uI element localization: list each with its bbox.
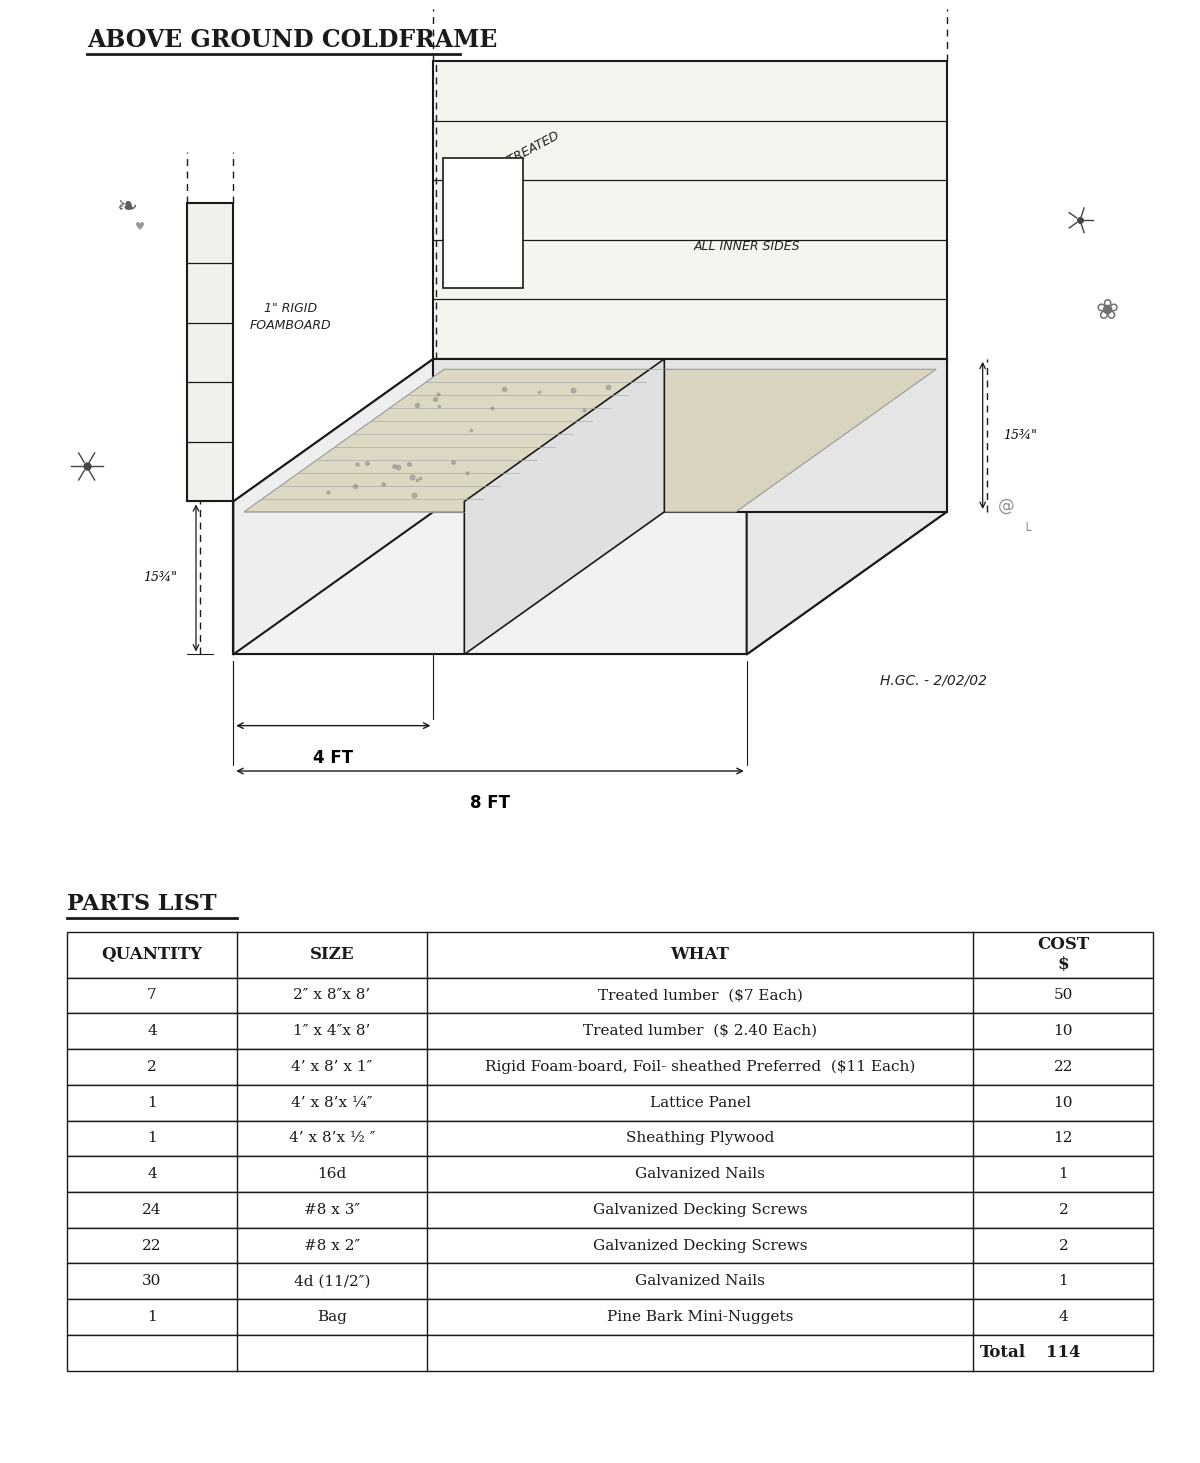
Text: 2: 2 [1058,1203,1068,1217]
Text: 4 FT: 4 FT [313,749,353,767]
Text: 7: 7 [148,989,157,1002]
Text: Sheathing Plywood: Sheathing Plywood [626,1131,774,1146]
Bar [67,1084,1153,1121]
Text: 2″ x 8″x 8’: 2″ x 8″x 8’ [293,989,371,1002]
Bar [67,932,1153,977]
Bar [67,1264,1153,1299]
Text: Bag: Bag [317,1309,347,1324]
Text: #8 x 3″: #8 x 3″ [304,1203,360,1217]
Text: 1: 1 [148,1131,157,1146]
Text: 4’ x 8’x ¼″: 4’ x 8’x ¼″ [292,1096,373,1109]
Polygon shape [433,358,947,512]
Text: 22: 22 [1054,1059,1073,1074]
Text: 4’ x 8’x ½ ″: 4’ x 8’x ½ ″ [289,1131,376,1146]
Text: ABOVE GROUND COLDFRAME: ABOVE GROUND COLDFRAME [86,28,497,51]
Text: 1×4 TREATED: 1×4 TREATED [479,129,562,181]
Text: Lattice Panel: Lattice Panel [649,1096,750,1109]
Bar [67,1014,1153,1049]
Bar [67,1121,1153,1156]
Polygon shape [443,158,523,288]
Polygon shape [187,203,233,502]
Bar [67,1334,1153,1371]
Text: 2: 2 [1058,1239,1068,1252]
Text: 114: 114 [1046,1344,1080,1361]
Text: 16d: 16d [317,1167,347,1181]
Text: H.GC. - 2/02/02: H.GC. - 2/02/02 [880,673,986,688]
Text: QUANTITY: QUANTITY [102,947,203,963]
Text: 50: 50 [1054,989,1073,1002]
Text: 4’ x 8’ x 1″: 4’ x 8’ x 1″ [292,1059,373,1074]
Text: 4: 4 [1058,1309,1068,1324]
Bar [67,1156,1153,1192]
Text: Galvanized Decking Screws: Galvanized Decking Screws [593,1239,808,1252]
Text: WHAT: WHAT [671,947,730,963]
Polygon shape [433,61,947,358]
Text: 2: 2 [148,1059,157,1074]
Text: 1: 1 [148,1309,157,1324]
Text: 10: 10 [1054,1024,1073,1039]
Bar [67,1192,1153,1227]
Text: Pine Bark Mini-Nuggets: Pine Bark Mini-Nuggets [607,1309,793,1324]
Text: PARTS LIST: PARTS LIST [67,892,216,914]
Polygon shape [233,502,746,654]
Text: COST
$: COST $ [1037,936,1090,973]
Text: 12: 12 [1054,1131,1073,1146]
Text: 30: 30 [143,1274,162,1289]
Bar [67,977,1153,1014]
Text: PINE BARK
MINI-NUGGETS: PINE BARK MINI-NUGGETS [754,399,846,456]
Text: ❀: ❀ [1096,297,1118,325]
Text: Total: Total [980,1344,1026,1361]
Bar [67,1049,1153,1084]
Polygon shape [464,369,936,512]
Text: @: @ [998,496,1015,515]
Polygon shape [746,358,947,654]
Bar [67,1299,1153,1334]
Text: Rigid Foam-board, Foil- sheathed Preferred  ($11 Each): Rigid Foam-board, Foil- sheathed Preferr… [485,1059,916,1074]
Text: 8 FT: 8 FT [470,794,510,812]
Text: ALL INNER SIDES: ALL INNER SIDES [694,240,800,253]
Text: Galvanized Nails: Galvanized Nails [635,1167,764,1181]
Text: ♥: ♥ [134,222,145,231]
Text: 4: 4 [148,1167,157,1181]
Text: 1: 1 [148,1096,157,1109]
Text: #8 x 2″: #8 x 2″ [304,1239,360,1252]
Text: 2×8 TREATED: 2×8 TREATED [542,553,630,566]
Text: 1: 1 [1058,1274,1068,1289]
Text: Galvanized Nails: Galvanized Nails [635,1274,764,1289]
Text: 4d (11/2″): 4d (11/2″) [294,1274,371,1289]
Text: 22: 22 [143,1239,162,1252]
Bar [67,1227,1153,1264]
Text: 1" RIGID
FOAMBOARD: 1" RIGID FOAMBOARD [250,303,331,332]
Text: Galvanized Decking Screws: Galvanized Decking Screws [593,1203,808,1217]
Text: Treated lumber  ($ 2.40 Each): Treated lumber ($ 2.40 Each) [583,1024,817,1039]
Text: SIZE: SIZE [310,947,354,963]
Polygon shape [244,369,665,512]
Polygon shape [233,358,433,654]
Text: 24: 24 [143,1203,162,1217]
Text: 1: 1 [1058,1167,1068,1181]
Text: └: └ [1022,524,1031,538]
Text: 4: 4 [148,1024,157,1039]
Text: 15¾": 15¾" [143,572,176,584]
Text: 1″ x 4″x 8’: 1″ x 4″x 8’ [293,1024,371,1039]
Polygon shape [464,358,665,654]
Text: ❧: ❧ [116,196,137,219]
Text: 10: 10 [1054,1096,1073,1109]
Text: Treated lumber  ($7 Each): Treated lumber ($7 Each) [598,989,803,1002]
Text: 15¾": 15¾" [1003,429,1037,442]
